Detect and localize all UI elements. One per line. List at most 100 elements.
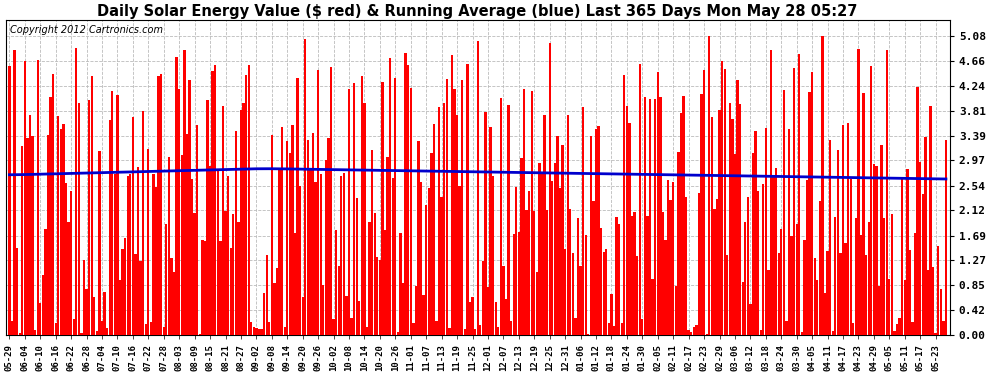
Bar <box>505 300 507 335</box>
Bar <box>566 115 569 335</box>
Bar <box>29 114 31 335</box>
Bar <box>37 60 39 335</box>
Bar <box>93 297 95 335</box>
Bar <box>325 160 327 335</box>
Bar <box>450 55 453 335</box>
Bar <box>883 217 885 335</box>
Bar <box>592 201 595 335</box>
Bar <box>461 80 463 335</box>
Bar <box>832 331 834 335</box>
Bar <box>47 135 50 335</box>
Bar <box>312 132 314 335</box>
Bar <box>188 80 191 335</box>
Bar <box>801 332 803 335</box>
Bar <box>837 150 840 335</box>
Bar <box>780 229 782 335</box>
Bar <box>629 123 631 335</box>
Bar <box>458 186 460 335</box>
Bar <box>178 89 180 335</box>
Bar <box>227 176 230 335</box>
Bar <box>930 106 932 335</box>
Bar <box>899 318 901 335</box>
Bar <box>16 248 18 335</box>
Bar <box>708 36 711 335</box>
Bar <box>240 110 243 335</box>
Bar <box>878 286 880 335</box>
Bar <box>595 129 597 335</box>
Bar <box>849 178 852 335</box>
Bar <box>880 145 883 335</box>
Bar <box>487 287 489 335</box>
Bar <box>732 119 734 335</box>
Bar <box>219 241 222 335</box>
Bar <box>360 76 363 335</box>
Bar <box>217 171 219 335</box>
Bar <box>389 58 391 335</box>
Bar <box>209 166 211 335</box>
Bar <box>770 50 772 335</box>
Bar <box>410 88 412 335</box>
Bar <box>322 285 325 335</box>
Bar <box>814 258 816 335</box>
Bar <box>600 228 602 335</box>
Bar <box>304 39 307 335</box>
Bar <box>888 279 890 335</box>
Bar <box>840 253 842 335</box>
Bar <box>927 270 929 335</box>
Bar <box>402 283 404 335</box>
Bar <box>206 100 209 335</box>
Bar <box>579 266 582 335</box>
Bar <box>932 267 935 335</box>
Bar <box>901 179 903 335</box>
Bar <box>558 188 561 335</box>
Bar <box>835 217 837 335</box>
Bar <box>418 141 420 335</box>
Bar <box>64 183 67 335</box>
Bar <box>212 71 214 335</box>
Bar <box>199 334 201 335</box>
Bar <box>173 272 175 335</box>
Bar <box>286 141 288 335</box>
Bar <box>587 334 589 335</box>
Bar <box>101 321 103 335</box>
Bar <box>448 328 450 335</box>
Bar <box>762 184 764 335</box>
Bar <box>446 79 447 335</box>
Bar <box>510 321 512 335</box>
Bar <box>379 260 381 335</box>
Bar <box>574 318 576 335</box>
Bar <box>608 323 610 335</box>
Bar <box>534 211 536 335</box>
Bar <box>412 323 415 335</box>
Bar <box>453 89 455 335</box>
Bar <box>363 103 365 335</box>
Bar <box>140 261 142 335</box>
Bar <box>57 116 59 335</box>
Bar <box>433 124 435 335</box>
Bar <box>343 173 346 335</box>
Bar <box>726 255 729 335</box>
Bar <box>746 197 749 335</box>
Bar <box>415 286 417 335</box>
Bar <box>925 137 927 335</box>
Bar <box>842 125 844 335</box>
Bar <box>62 124 64 335</box>
Bar <box>167 158 170 335</box>
Bar <box>847 123 849 335</box>
Bar <box>276 268 278 335</box>
Bar <box>654 99 656 335</box>
Bar <box>307 140 309 335</box>
Bar <box>431 153 433 335</box>
Bar <box>109 120 111 335</box>
Bar <box>914 233 916 335</box>
Bar <box>742 282 743 335</box>
Bar <box>528 191 531 335</box>
Bar <box>829 140 832 335</box>
Bar <box>27 138 29 335</box>
Bar <box>909 251 911 335</box>
Bar <box>75 48 77 335</box>
Bar <box>551 182 553 335</box>
Bar <box>922 194 924 335</box>
Bar <box>407 66 409 335</box>
Bar <box>346 296 347 335</box>
